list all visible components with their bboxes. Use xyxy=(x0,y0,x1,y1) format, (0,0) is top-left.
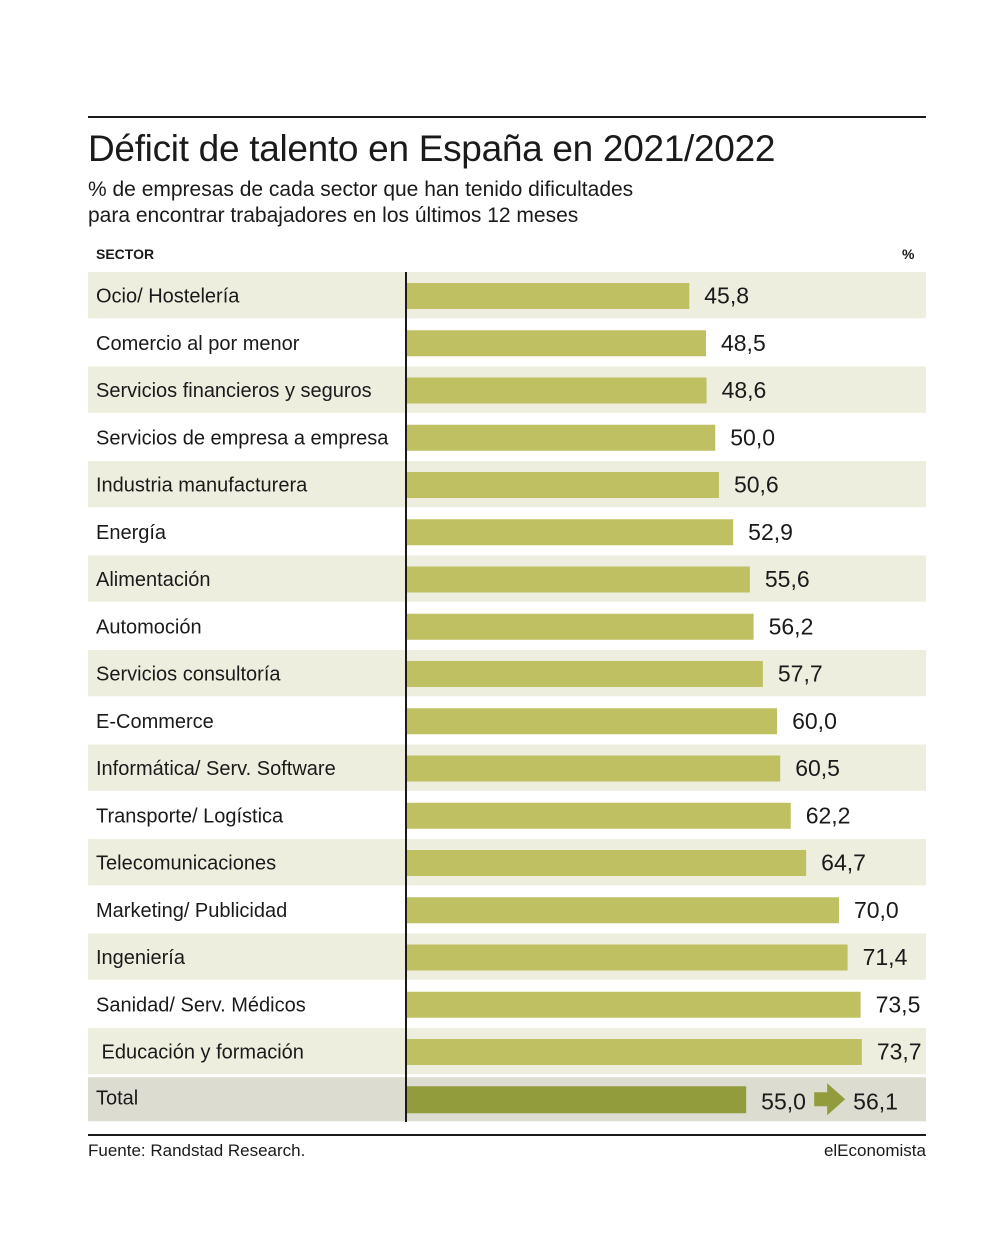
bar xyxy=(406,661,763,687)
column-header-percent: % xyxy=(902,246,915,262)
value-label: 56,2 xyxy=(769,613,814,639)
value-label: 50,6 xyxy=(734,472,779,498)
category-label: Educación y formación xyxy=(96,1042,304,1064)
bar xyxy=(406,708,778,735)
chart-title: Déficit de talento en España en 2021/202… xyxy=(88,128,776,169)
category-label: Informática/ Serv. Software xyxy=(96,758,336,780)
top-rule xyxy=(88,116,926,118)
category-label: Servicios consultoría xyxy=(96,664,281,686)
total-label: Total xyxy=(96,1087,138,1109)
bar xyxy=(406,566,750,593)
bar xyxy=(406,519,734,546)
category-label: Ingeniería xyxy=(96,947,186,969)
value-label: 48,6 xyxy=(722,377,767,403)
value-label: 73,5 xyxy=(876,991,921,1017)
value-label: 60,0 xyxy=(792,708,837,734)
category-label: Industria manufacturera xyxy=(96,475,308,497)
total-value-label: 55,0 xyxy=(761,1088,806,1114)
category-label: Alimentación xyxy=(96,569,211,591)
value-label: 62,2 xyxy=(806,802,851,828)
bar xyxy=(406,991,861,1018)
bar xyxy=(406,944,848,971)
value-label: 71,4 xyxy=(863,944,908,970)
bar xyxy=(406,377,707,404)
value-label: 57,7 xyxy=(778,661,823,687)
category-label: Sanidad/ Serv. Médicos xyxy=(96,994,306,1016)
column-header-sector: SECTOR xyxy=(96,246,155,262)
value-label: 48,5 xyxy=(721,330,766,356)
bar xyxy=(406,897,839,924)
value-label: 50,0 xyxy=(730,424,775,450)
subtitle-line-1: % de empresas de cada sector que han ten… xyxy=(88,178,634,201)
subtitle-line-2: para encontrar trabajadores en los últim… xyxy=(88,204,579,227)
value-label: 45,8 xyxy=(704,283,749,309)
bar xyxy=(406,850,807,876)
bar xyxy=(406,283,690,309)
category-label: Marketing/ Publicidad xyxy=(96,900,287,922)
bar-chart-svg: Ocio/ Hostelería 45,8 Comercio al por meno… xyxy=(88,272,926,1122)
category-label: Telecomunicaciones xyxy=(96,853,276,875)
source-note: Fuente: Randstad Research. xyxy=(88,1141,306,1160)
bar xyxy=(406,613,754,640)
bar xyxy=(406,1039,862,1065)
category-label: Comercio al por menor xyxy=(96,333,300,355)
value-label: 60,5 xyxy=(795,755,840,781)
bar xyxy=(406,802,791,829)
category-label: Ocio/ Hostelería xyxy=(96,286,240,308)
value-label: 55,6 xyxy=(765,566,810,592)
value-label: 70,0 xyxy=(854,897,899,923)
category-label: Energía xyxy=(96,522,167,544)
value-label: 64,7 xyxy=(821,850,866,876)
category-label: Servicios financieros y seguros xyxy=(96,380,372,402)
chart-subtitle: % de empresas de cada sector que han ten… xyxy=(88,177,928,229)
trend-arrow-icon xyxy=(814,1083,846,1116)
category-label: E-Commerce xyxy=(96,711,214,733)
brand-name: elEconomista xyxy=(823,1141,926,1160)
total-new-value-label: 56,1 xyxy=(853,1088,898,1114)
category-label: Automoción xyxy=(96,616,202,638)
bottom-rule xyxy=(88,1134,926,1136)
value-label: 73,7 xyxy=(877,1039,922,1065)
bar xyxy=(406,755,781,782)
category-label: Transporte/ Logística xyxy=(96,805,284,827)
total-bar xyxy=(406,1086,747,1114)
value-label: 52,9 xyxy=(748,519,793,545)
category-label: Servicios de empresa a empresa xyxy=(96,427,389,449)
bar xyxy=(406,472,719,498)
bar xyxy=(406,330,706,357)
bar xyxy=(406,424,716,451)
bar-chart: Ocio/ Hostelería 45,8 Comercio al por meno… xyxy=(88,272,926,1122)
